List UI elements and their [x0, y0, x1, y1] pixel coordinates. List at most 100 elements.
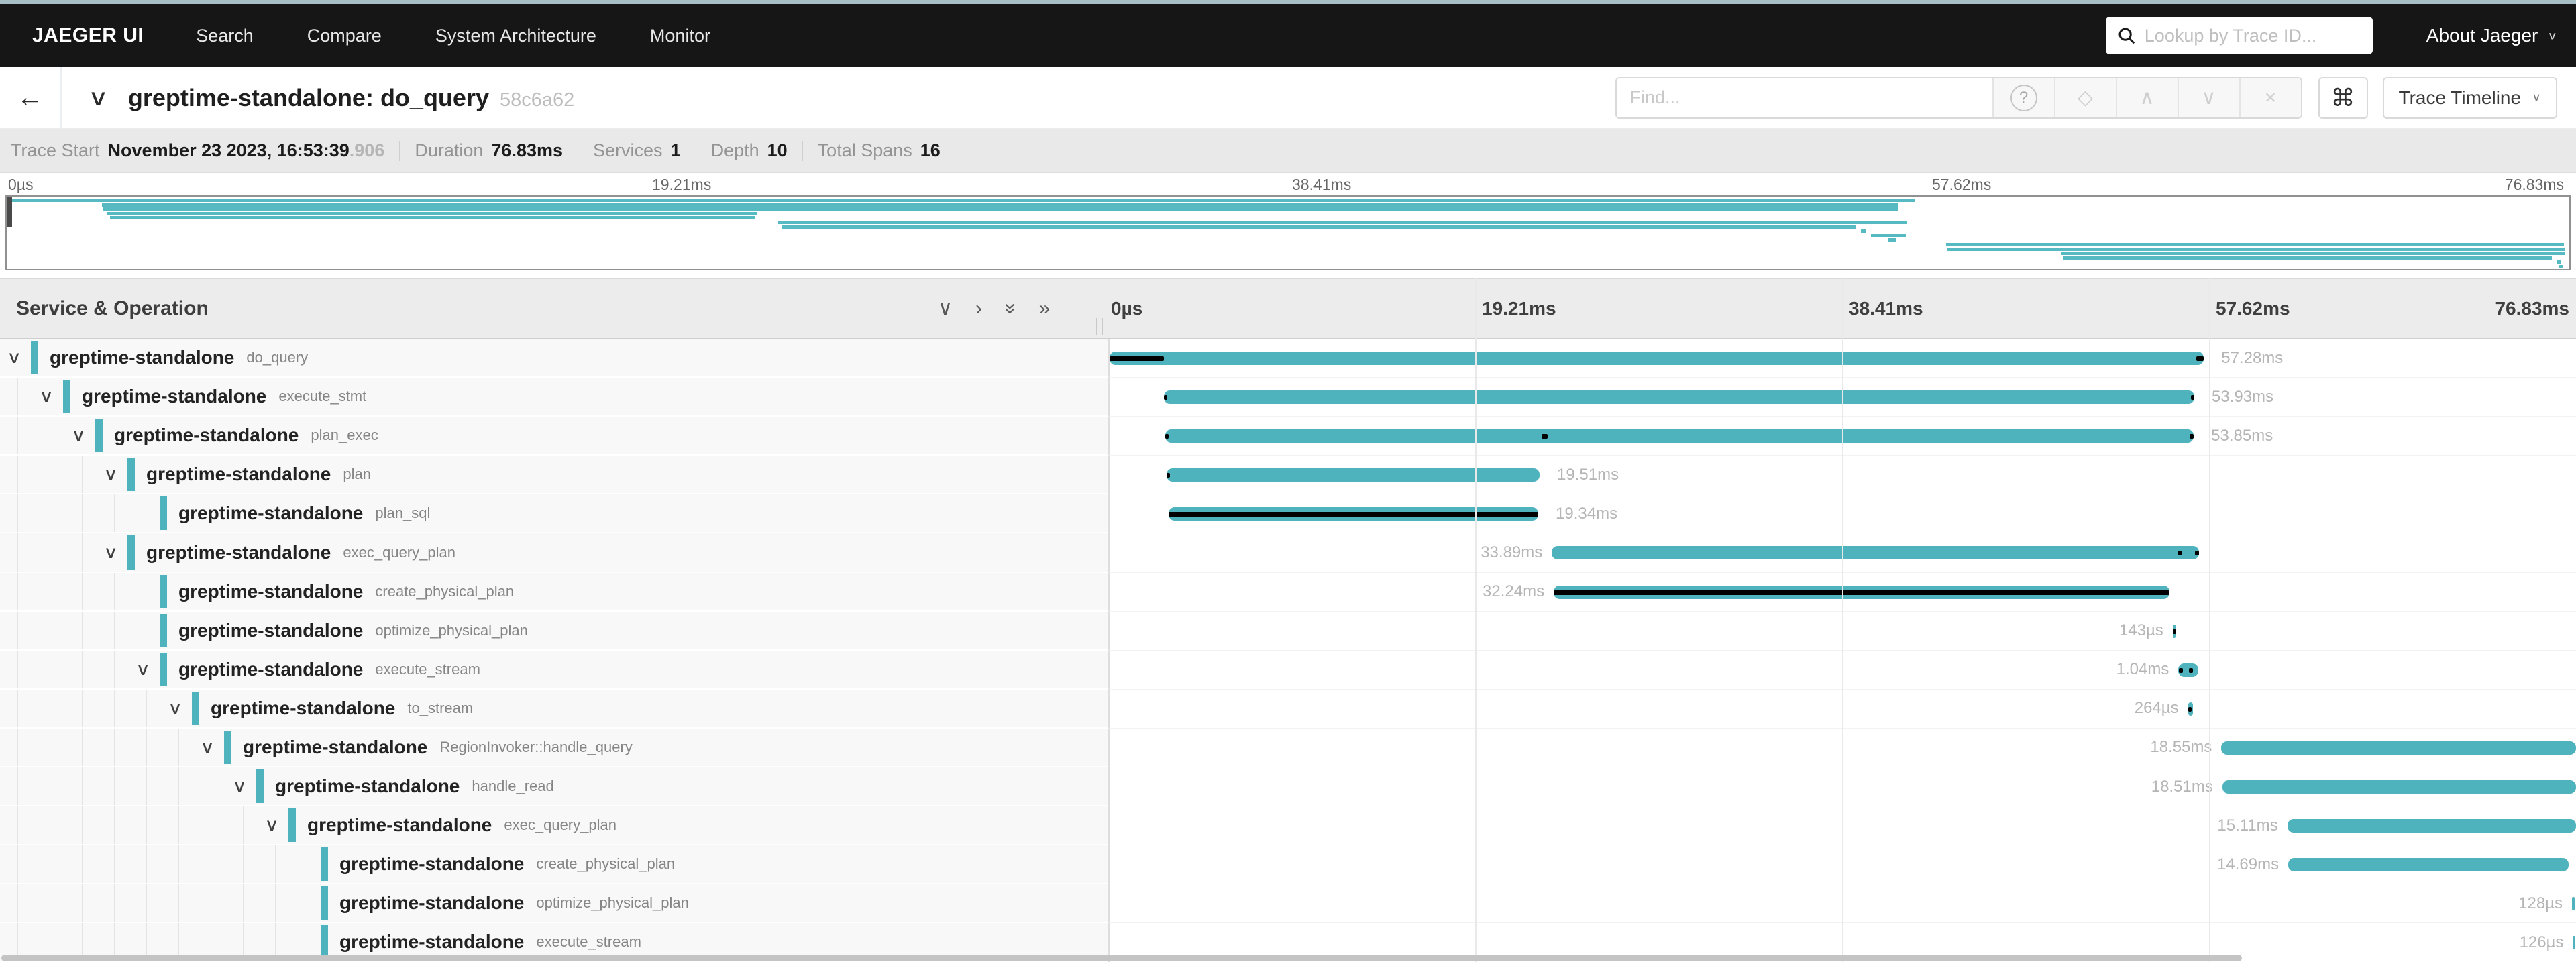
span-timeline-cell[interactable]: 128µs [1108, 884, 2576, 924]
span-duration-bar[interactable] [2573, 936, 2576, 950]
timeline-column-header: Service & Operation ∨ › » » 0µs 19.21ms 38… [0, 278, 2576, 339]
span-timeline-cell[interactable]: 264µs [1108, 689, 2576, 729]
span-duration-bar[interactable] [1165, 429, 2194, 443]
span-timeline-cell[interactable]: 19.34ms [1108, 494, 2576, 534]
span-toggle-icon[interactable]: ∨ [103, 543, 119, 562]
trace-view-selector[interactable]: Trace Timeline ∨ [2382, 76, 2557, 119]
span-name-cell[interactable]: ∨ greptime-standalone do_query [0, 339, 1108, 378]
app-brand[interactable]: JAEGER UI [32, 24, 144, 46]
span-row[interactable]: ∨ greptime-standalone execute_stream 1.04ms [0, 650, 2576, 690]
span-toggle-icon[interactable]: ∨ [264, 816, 280, 835]
span-name-cell[interactable]: greptime-standalone optimize_physical_pla… [0, 611, 1108, 651]
column-resizer-handle[interactable] [1096, 318, 1103, 335]
span-timeline-cell[interactable]: 14.69ms [1108, 845, 2576, 885]
span-row[interactable]: ∨ greptime-standalone do_query 57.28ms [0, 339, 2576, 378]
span-toggle-icon[interactable]: ∨ [71, 426, 87, 445]
span-row[interactable]: ∨ greptime-standalone plan 19.51ms [0, 456, 2576, 495]
span-name-cell[interactable]: ∨ greptime-standalone handle_read [0, 767, 1108, 807]
span-timeline-cell[interactable]: 53.85ms [1108, 417, 2576, 456]
collapse-one-icon[interactable]: ∨ [938, 297, 953, 319]
span-toggle-icon[interactable]: ∨ [39, 387, 54, 407]
span-timeline-cell[interactable]: 18.51ms [1108, 767, 2576, 807]
span-duration-label: 1.04ms [2116, 660, 2169, 679]
span-timeline-cell[interactable]: 18.55ms [1108, 728, 2576, 768]
span-row[interactable]: ∨ greptime-standalone RegionInvoker::handl… [0, 728, 2576, 768]
nav-item-monitor[interactable]: Monitor [649, 25, 710, 46]
trace-minimap[interactable] [5, 195, 2571, 270]
span-row[interactable]: ∨ greptime-standalone plan_exec 53.85ms [0, 417, 2576, 456]
span-toggle-icon[interactable]: ∨ [136, 659, 151, 679]
span-row[interactable]: greptime-standalone optimize_physical_pla… [0, 884, 2576, 924]
span-name-cell[interactable]: ∨ greptime-standalone exec_query_plan [0, 533, 1108, 573]
span-name-cell[interactable]: ∨ greptime-standalone execute_stmt [0, 378, 1108, 417]
nav-item-search[interactable]: Search [196, 25, 254, 46]
span-duration-bar[interactable] [2221, 741, 2576, 755]
back-button[interactable]: ← [0, 67, 62, 128]
span-toggle-icon[interactable]: ∨ [7, 348, 22, 368]
span-timeline-cell[interactable]: 33.89ms [1108, 533, 2576, 573]
trace-lookup-input[interactable] [2144, 25, 2362, 46]
span-duration-bar[interactable] [2572, 897, 2575, 911]
trace-meta-bar: Trace Start November 23 2023, 16:53:39.90… [0, 129, 2576, 173]
span-row[interactable]: ∨ greptime-standalone exec_query_plan 33.89… [0, 533, 2576, 573]
span-timeline-cell[interactable]: 57.28ms [1108, 339, 2576, 378]
expand-one-icon[interactable]: › [975, 297, 982, 319]
span-row[interactable]: ∨ greptime-standalone execute_stmt 53.93ms [0, 378, 2576, 417]
span-row[interactable]: ∨ greptime-standalone exec_query_plan 15.11… [0, 806, 2576, 846]
trace-lookup-box[interactable] [2105, 17, 2373, 54]
about-jaeger-menu[interactable]: About Jaeger ∨ [2426, 25, 2557, 46]
span-row[interactable]: greptime-standalone plan_sql 19.34ms [0, 494, 2576, 534]
span-duration-bar[interactable] [2178, 663, 2198, 677]
span-duration-bar[interactable] [1167, 468, 1540, 482]
horizontal-scrollbar[interactable] [1, 955, 2242, 961]
span-name-cell[interactable]: greptime-standalone create_physical_plan [0, 845, 1108, 885]
span-duration-bar[interactable] [1552, 546, 2200, 560]
clear-find-button[interactable]: × [2239, 78, 2301, 117]
expand-all-icon[interactable]: » [1038, 297, 1051, 319]
span-name-cell[interactable]: greptime-standalone plan_sql [0, 494, 1108, 534]
nav-item-system-architecture[interactable]: System Architecture [435, 25, 596, 46]
span-timeline-cell[interactable]: 1.04ms [1108, 650, 2576, 690]
span-name-cell[interactable]: ∨ greptime-standalone execute_stream [0, 650, 1108, 690]
span-duration-bar[interactable] [2222, 780, 2576, 794]
tree-guide-line [178, 767, 179, 806]
collapse-all-icon[interactable]: » [1000, 303, 1022, 311]
span-duration-bar[interactable] [1164, 390, 2194, 405]
span-timeline-cell[interactable]: 32.24ms [1108, 572, 2576, 612]
span-name-cell[interactable]: ∨ greptime-standalone to_stream [0, 689, 1108, 729]
span-row[interactable]: greptime-standalone optimize_physical_pla… [0, 611, 2576, 651]
next-match-button[interactable]: ∨ [2177, 78, 2239, 117]
span-duration-bar[interactable] [2288, 858, 2569, 872]
span-row[interactable]: greptime-standalone create_physical_plan 3… [0, 572, 2576, 612]
span-duration-label: 19.51ms [1557, 465, 1619, 484]
prev-match-button[interactable]: ∧ [2115, 78, 2178, 117]
span-duration-bar[interactable] [1110, 352, 2204, 365]
focus-match-button[interactable]: ◇ [2053, 78, 2116, 117]
span-name-cell[interactable]: greptime-standalone optimize_physical_pla… [0, 884, 1108, 924]
find-help-button[interactable]: ? [1992, 78, 2054, 117]
span-operation-name: create_physical_plan [375, 582, 515, 600]
nav-item-compare[interactable]: Compare [307, 25, 382, 46]
span-name-cell[interactable]: greptime-standalone create_physical_plan [0, 572, 1108, 612]
span-row[interactable]: ∨ greptime-standalone to_stream 264µs [0, 689, 2576, 729]
span-timeline-cell[interactable]: 53.93ms [1108, 378, 2576, 417]
span-timeline-cell[interactable]: 19.51ms [1108, 456, 2576, 495]
span-name-cell[interactable]: ∨ greptime-standalone plan [0, 456, 1108, 495]
critical-path-segment [2177, 551, 2183, 556]
span-timeline-cell[interactable]: 15.11ms [1108, 806, 2576, 846]
find-input[interactable] [1616, 78, 1992, 117]
span-row[interactable]: greptime-standalone create_physical_plan 1… [0, 845, 2576, 885]
span-toggle-icon[interactable]: ∨ [232, 777, 248, 796]
keyboard-shortcuts-button[interactable]: ⌘ [2318, 76, 2368, 119]
span-toggle-icon[interactable]: ∨ [103, 465, 119, 484]
span-toggle-icon[interactable]: ∨ [200, 737, 215, 757]
collapse-trace-detail-icon[interactable]: ∨ [87, 85, 109, 111]
span-name-cell[interactable]: ∨ greptime-standalone plan_exec [0, 417, 1108, 456]
span-duration-bar[interactable] [2287, 819, 2576, 833]
span-timeline-cell[interactable]: 143µs [1108, 611, 2576, 651]
span-row[interactable]: ∨ greptime-standalone handle_read 18.51ms [0, 767, 2576, 807]
span-toggle-icon[interactable]: ∨ [168, 698, 183, 718]
span-name-cell[interactable]: ∨ greptime-standalone exec_query_plan [0, 806, 1108, 846]
minimap-scrubber-handle[interactable] [7, 197, 12, 227]
span-name-cell[interactable]: ∨ greptime-standalone RegionInvoker::handl… [0, 728, 1108, 768]
